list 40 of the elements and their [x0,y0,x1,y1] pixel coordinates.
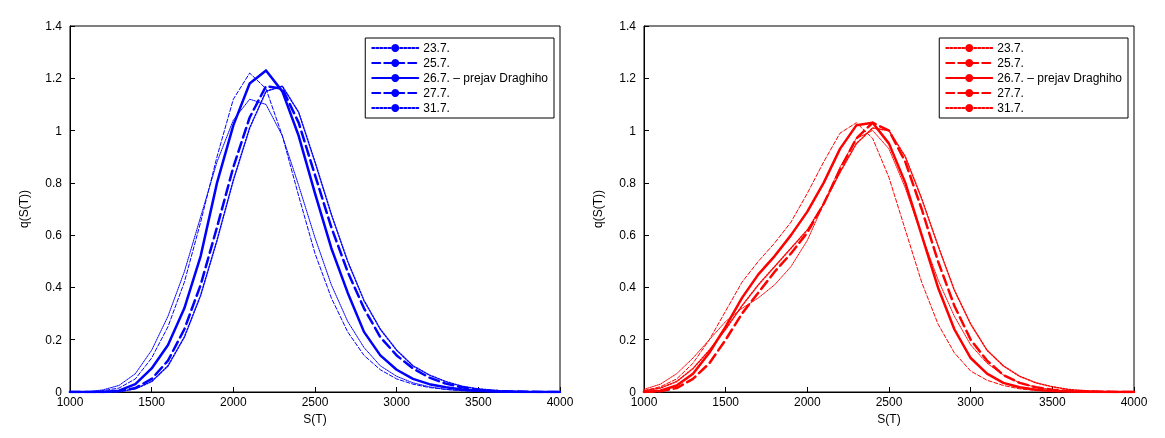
y-axis-title: q(S(T)) [17,190,31,228]
legend-label: 31.7. [423,101,450,115]
y-tick-label: 0.6 [45,228,63,243]
y-tick-label: 0.6 [619,228,637,243]
legend-label: 26.7. – prejav Draghiho [997,71,1123,85]
y-tick-label: 1.4 [619,19,637,33]
x-axis-title: S(T) [877,411,901,426]
legend-label: 27.7. [997,86,1024,100]
y-axis-title: q(S(T)) [591,190,605,228]
y-tick-label: 1 [55,123,63,138]
legend-label: 31.7. [997,101,1024,115]
y-tick-label: 1.2 [45,71,63,86]
y-tick-label: 1.4 [45,19,63,33]
x-tick-label: 2000 [219,395,247,409]
y-tick-label: 0.8 [45,175,63,190]
y-tick-label: 1 [629,123,637,138]
x-tick-label: 3000 [383,395,411,409]
x-tick-label: 2500 [875,395,903,409]
legend-label: 26.7. – prejav Draghiho [423,71,549,85]
x-axis-title: S(T) [303,411,327,426]
y-tick-label: 0.2 [619,332,637,347]
x-tick-label: 2500 [301,395,329,409]
legend-label: 27.7. [423,86,450,100]
x-tick-label: 3000 [957,395,985,409]
y-tick-label: 0.4 [619,280,637,295]
x-tick-label: 1500 [712,395,740,409]
legend-label: 23.7. [423,41,450,55]
y-tick-label: 0.8 [619,175,637,190]
legend-label: 25.7. [997,56,1024,70]
y-tick-label: 0.4 [45,280,63,295]
x-tick-label: 4000 [1120,395,1148,409]
legend-label: 25.7. [423,56,450,70]
x-tick-label: 1500 [138,395,166,409]
x-tick-label: 4000 [546,395,574,409]
legend-label: 23.7. [997,41,1024,55]
y-tick-label: 0.2 [45,332,63,347]
x-tick-label: 2000 [793,395,821,409]
y-tick-label: 1.2 [619,71,637,86]
x-tick-label: 3500 [1038,395,1066,409]
x-tick-label: 3500 [464,395,492,409]
